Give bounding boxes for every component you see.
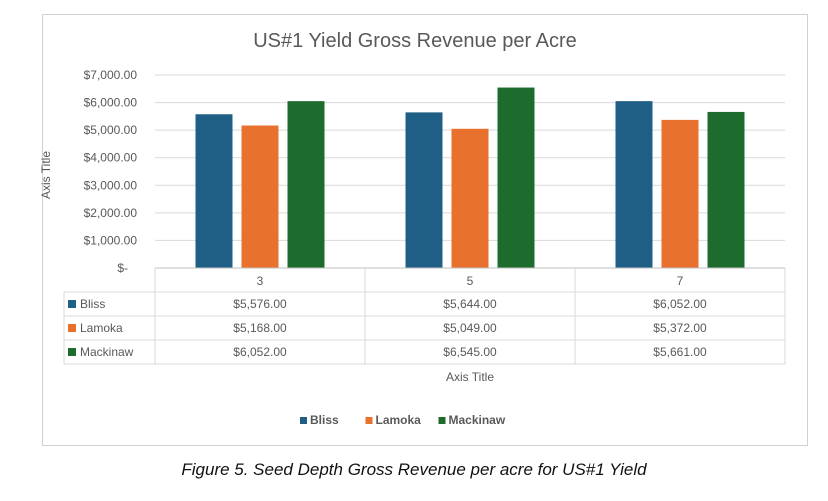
category-label: 7 [677, 274, 684, 288]
bar-lamoka [661, 119, 699, 268]
legend-label: Lamoka [376, 413, 422, 427]
data-table-cell: $5,644.00 [443, 297, 497, 311]
legend-key-lamoka [365, 417, 373, 424]
data-table-cell: $6,052.00 [653, 297, 707, 311]
bar-mackinaw [287, 101, 325, 268]
y-tick-label: $5,000.00 [84, 123, 138, 137]
chart-title: US#1 Yield Gross Revenue per Acre [253, 30, 577, 52]
y-tick-label: $6,000.00 [84, 96, 138, 110]
bar-mackinaw [707, 111, 745, 268]
bar-bliss [195, 114, 233, 268]
data-table-cell: $5,168.00 [233, 321, 287, 335]
table-legend-key [68, 324, 76, 332]
legend-key-mackinaw [438, 417, 446, 424]
data-table-cell: $5,576.00 [233, 297, 287, 311]
data-table-cell: $6,545.00 [443, 345, 497, 359]
x-axis-title: Axis Title [446, 370, 494, 384]
bar-bliss [615, 101, 653, 268]
data-table-cell: $5,049.00 [443, 321, 497, 335]
y-tick-label: $2,000.00 [84, 206, 138, 220]
category-label: 5 [467, 274, 474, 288]
bar-mackinaw [497, 87, 535, 268]
data-table-cell: $5,661.00 [653, 345, 707, 359]
chart-frame [42, 14, 808, 446]
bar-bliss [405, 112, 443, 268]
legend-label: Mackinaw [449, 413, 506, 427]
y-tick-label: $4,000.00 [84, 151, 138, 165]
bar-lamoka [241, 125, 279, 268]
table-legend-key [68, 348, 76, 356]
table-legend-key [68, 300, 76, 308]
category-label: 3 [257, 274, 264, 288]
figure-caption: Figure 5. Seed Depth Gross Revenue per a… [181, 460, 647, 479]
y-tick-label: $7,000.00 [84, 68, 138, 82]
data-table-cell: $6,052.00 [233, 345, 287, 359]
table-series-name: Lamoka [80, 321, 123, 335]
table-series-name: Bliss [80, 297, 105, 311]
data-table-cell: $5,372.00 [653, 321, 707, 335]
y-tick-label: $1,000.00 [84, 233, 138, 247]
y-tick-label: $3,000.00 [84, 178, 138, 192]
y-tick-label: $- [117, 261, 128, 275]
bar-lamoka [451, 128, 489, 268]
table-series-name: Mackinaw [80, 345, 134, 359]
y-axis-title: Axis Title [39, 151, 53, 199]
legend-key-bliss [300, 417, 307, 424]
legend-label: Bliss [310, 413, 339, 427]
